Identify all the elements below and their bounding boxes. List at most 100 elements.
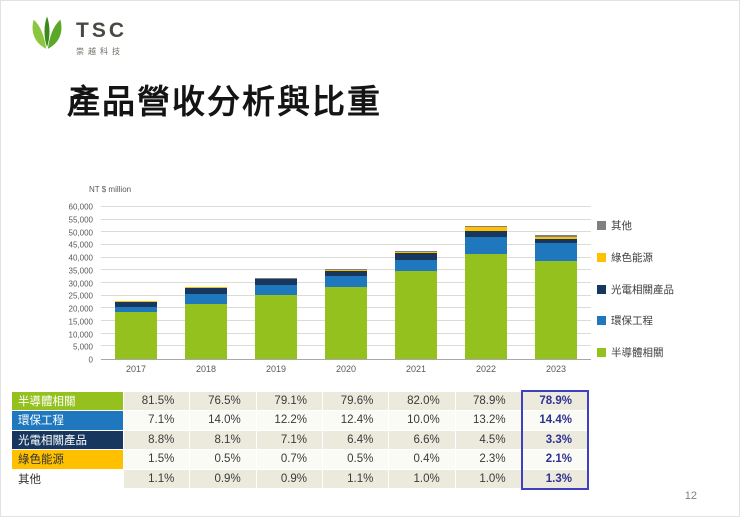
value-cell: 0.5%: [189, 449, 257, 470]
value-cell: 7.1%: [122, 410, 191, 431]
bar-stack-2020: [325, 207, 367, 359]
table-row: 綠色能源 1.5% 0.5% 0.7% 0.5% 0.4% 2.3% 2.1%: [11, 449, 590, 470]
row-label-cell: 半導體相關: [11, 390, 124, 411]
legend-label: 光電相關產品: [611, 283, 674, 296]
value-cell: 12.2%: [255, 410, 324, 431]
page-number: 12: [684, 490, 697, 502]
bar-segment: [465, 236, 507, 255]
bar-segment: [325, 269, 367, 271]
gridline: [101, 256, 591, 258]
legend-marker: [597, 316, 606, 326]
value-cell: 4.5%: [454, 429, 523, 450]
y-tick-label: 45,000: [68, 240, 93, 250]
value-cell: 13.2%: [454, 410, 523, 431]
page-title: 產品營收分析與比重: [67, 83, 382, 120]
bar-segment: [465, 226, 507, 228]
value-cell: 1.0%: [388, 468, 456, 489]
value-cell: 81.5%: [122, 390, 191, 411]
bar-segment: [465, 254, 507, 359]
value-cell: 82.0%: [388, 390, 456, 411]
value-cell: 79.1%: [255, 390, 324, 411]
y-tick-label: 5,000: [72, 342, 93, 352]
bar-segment: [395, 259, 437, 271]
revenue-chart: NT $ million 0 5,000 10,000 15,000 20,000 25,…: [61, 185, 731, 385]
y-tick-label: 35,000: [68, 266, 93, 276]
chart-legend: 其他 綠色能源 光電相關產品 環保工程 半導體相關: [597, 218, 674, 360]
bar-segment: [535, 234, 577, 237]
bar-stack-2023: [535, 207, 577, 359]
row-label-cell: 綠色能源: [11, 449, 124, 470]
bar-segment: [535, 236, 577, 240]
x-tick-label: 2019: [265, 364, 287, 374]
row-label-cell: 環保工程: [11, 410, 124, 431]
value-cell: 3.3%: [520, 429, 590, 450]
bar-segment: [465, 230, 507, 237]
tsc-leaf-icon: [32, 16, 62, 49]
bar-segment: [255, 294, 297, 359]
table-row: 光電相關產品 8.8% 8.1% 7.1% 6.4% 6.6% 4.5% 3.3%: [11, 429, 590, 450]
table-row: 半導體相關 81.5% 76.5% 79.1% 79.6% 82.0% 78.9% 78.9%: [11, 390, 590, 411]
table-row: 環保工程 7.1% 14.0% 12.2% 12.4% 10.0% 13.2% 14.4%: [11, 410, 590, 431]
bar-segment: [115, 302, 157, 308]
value-cell: 6.4%: [322, 429, 390, 450]
revenue-table-body: 半導體相關 81.5% 76.5% 79.1% 79.6% 82.0% 78.9% 78.9%…: [11, 390, 590, 490]
bar-stack-2021: [395, 207, 437, 359]
bar-segment: [185, 286, 227, 288]
value-cell: 8.8%: [122, 429, 191, 450]
unit-label: NT $ million: [89, 185, 132, 194]
revenue-table: 半導體相關 81.5% 76.5% 79.1% 79.6% 82.0% 78.9% 78.9%…: [11, 390, 590, 490]
y-tick-label: 40,000: [68, 253, 93, 263]
value-cell: 10.0%: [388, 410, 456, 431]
bar-stack-2018: [185, 207, 227, 359]
gridline: [101, 206, 591, 207]
legend-label: 半導體相關: [611, 347, 664, 359]
x-tick-label: 2021: [405, 364, 427, 374]
legend-item: 環保工程: [597, 313, 674, 328]
gridline: [101, 231, 591, 233]
legend-label: 其他: [611, 220, 632, 232]
value-cell: 8.1%: [189, 429, 257, 450]
row-label-cell: 光電相關產品: [11, 429, 124, 450]
bar-segment: [325, 270, 367, 277]
bar-segment: [255, 279, 297, 286]
y-axis: 0 5,000 10,000 15,000 20,000 25,000 30,000 35,0…: [61, 203, 97, 365]
value-cell: 78.9%: [454, 390, 523, 411]
bar-segment: [185, 287, 227, 294]
value-cell: 2.3%: [454, 449, 523, 470]
y-tick-label: 10,000: [68, 330, 93, 339]
bar-segment: [255, 278, 297, 280]
legend-marker: [597, 252, 606, 262]
bar-segment: [115, 300, 157, 302]
bar-segment: [185, 293, 227, 304]
x-tick-label: 2022: [475, 364, 497, 374]
value-cell: 1.3%: [520, 468, 590, 490]
value-cell: 0.4%: [388, 449, 456, 470]
bar-segment: [395, 270, 437, 359]
gridline: [101, 244, 591, 245]
y-tick-label: 30,000: [68, 279, 93, 288]
bar-stack-2022: [465, 207, 507, 359]
bar-segment: [115, 311, 157, 359]
value-cell: 1.1%: [322, 468, 390, 489]
value-cell: 0.7%: [255, 449, 324, 470]
value-cell: 0.9%: [189, 468, 257, 489]
bar-segment: [255, 277, 297, 279]
legend-item: 其他: [597, 218, 674, 233]
bar-segment: [395, 251, 437, 253]
y-tick-label: 60,000: [68, 202, 93, 212]
x-tick-label: 2020: [335, 364, 357, 374]
bars-container: [101, 207, 591, 359]
value-cell: 14.4%: [520, 410, 590, 431]
value-cell: 1.1%: [122, 468, 191, 489]
bar-segment: [185, 303, 227, 359]
bar-stack-2017: [115, 207, 157, 359]
x-tick-label: 2023: [545, 364, 567, 374]
value-cell: 79.6%: [322, 390, 390, 411]
tsc-logo: TSC 崇越科技: [27, 15, 127, 57]
row-label-cell: 其他: [11, 468, 124, 489]
logo-subtitle: 崇越科技: [76, 47, 124, 56]
value-cell: 12.4%: [322, 410, 390, 431]
value-cell: 76.5%: [189, 390, 257, 411]
bar-segment: [115, 301, 157, 303]
